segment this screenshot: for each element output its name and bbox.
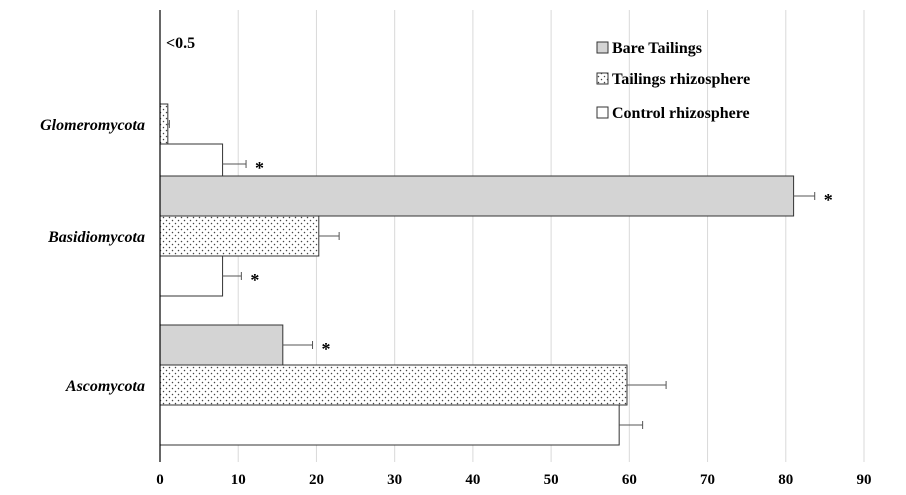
- legend-label: Tailings rhizosphere: [612, 71, 750, 88]
- annotation-less-than: <0.5: [166, 35, 195, 52]
- category-label-basidiomycota: Basidiomycota: [47, 229, 145, 246]
- legend: Bare Tailings Tailings rhizosphere Control…: [596, 40, 750, 122]
- legend-label: Control rhizosphere: [612, 105, 750, 122]
- labels: * Glomeromycota * * Basidiomycota * Ascomycota…: [40, 35, 833, 395]
- legend-swatch-bare-tailings: [596, 41, 609, 54]
- x-tick-label: 30: [387, 472, 402, 488]
- bar-ascomycota-bare-tailings: [159, 324, 284, 366]
- bar-ascomycota-tailings-rhizosphere: [159, 364, 628, 406]
- x-tick-label: 50: [544, 472, 559, 488]
- grid-lines: [237, 10, 865, 462]
- x-tick-label: 0: [156, 472, 164, 488]
- x-tick-label: 80: [778, 472, 793, 488]
- legend-label: Bare Tailings: [612, 40, 702, 57]
- bar-glomeromycota-tailings-rhizosphere: [159, 103, 169, 145]
- legend-swatch-control-rhizosphere: [596, 106, 609, 119]
- significance-star: *: [250, 270, 259, 290]
- bar-basidiomycota-control-rhizosphere: [159, 255, 224, 297]
- category-label-ascomycota: Ascomycota: [65, 378, 145, 395]
- significance-star: *: [824, 190, 833, 210]
- x-tick-label: 20: [309, 472, 324, 488]
- legend-swatch-tailings-rhizosphere: [596, 72, 609, 85]
- axes: 0 10 20 30 40 50 60 70 80 90: [156, 10, 872, 488]
- x-tick-label: 90: [857, 472, 872, 488]
- x-tick-label: 40: [465, 472, 480, 488]
- x-tick-label: 60: [622, 472, 637, 488]
- bar-basidiomycota-tailings-rhizosphere: [159, 215, 320, 257]
- bar-basidiomycota-bare-tailings: [159, 175, 795, 217]
- significance-star: *: [255, 158, 264, 178]
- bar-ascomycota-control-rhizosphere: [159, 404, 620, 446]
- bars: [159, 103, 816, 446]
- category-label-glomeromycota: Glomeromycota: [40, 117, 145, 134]
- x-tick-label: 10: [231, 472, 246, 488]
- significance-star: *: [322, 339, 331, 359]
- x-tick-label: 70: [700, 472, 715, 488]
